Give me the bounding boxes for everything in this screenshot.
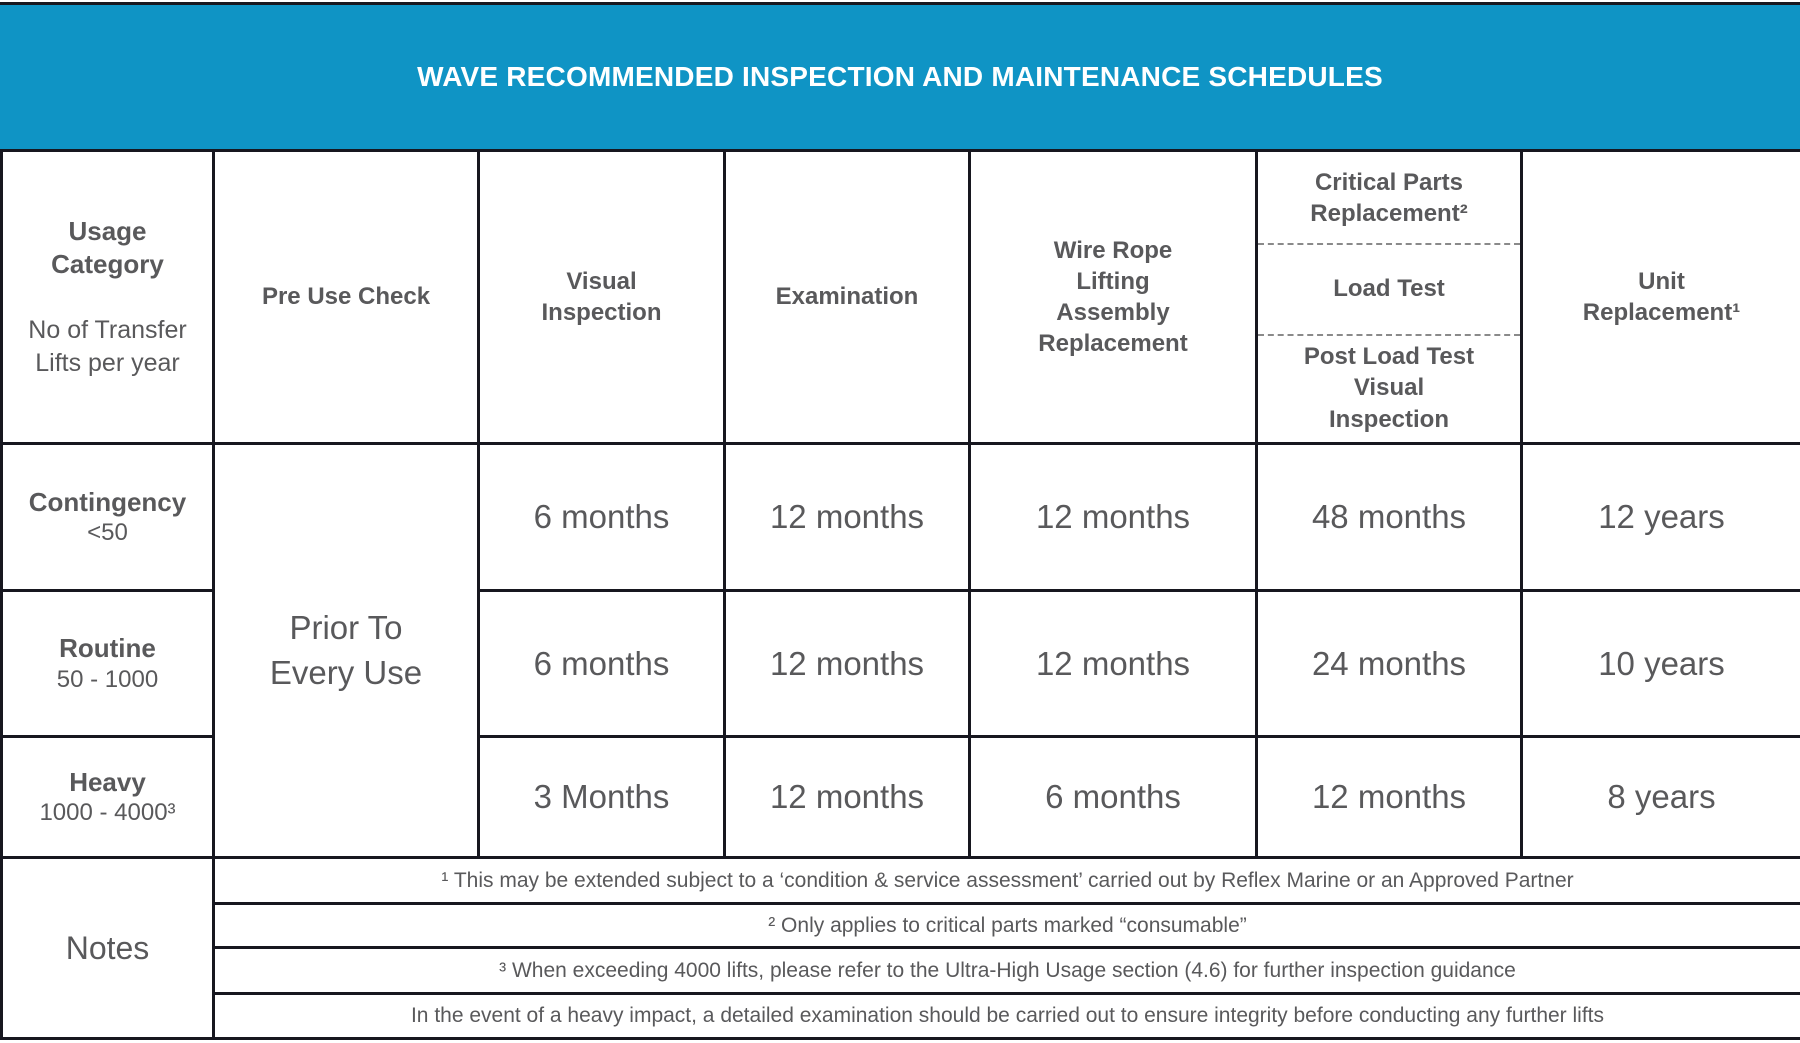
heavy-critical-value: 12 months [1255,735,1523,859]
col-header-visual-inspection: Visual Inspection [477,149,726,445]
col-header-wire-rope: Wire Rope Lifting Assembly Replacement [968,149,1258,445]
visual-inspection-label: Visual Inspection [541,267,662,326]
contingency-wire-rope-value: 12 months [968,442,1258,592]
note-row-4: In the event of a heavy impact, a detail… [2,992,1800,1040]
routine-unit-value: 10 years [1520,589,1800,738]
category-name: Heavy [69,766,146,797]
header-row: Usage Category No of Transfer Lifts per … [0,149,1800,445]
heavy-visual-value: 3 Months [477,735,726,859]
table-row-heavy: Heavy 1000 - 4000³ 3 Months 12 months 6 … [0,735,1800,859]
routine-critical-value: 24 months [1255,589,1523,738]
notes-label: Notes [0,856,215,1040]
category-name: Routine [59,633,156,664]
routine-examination-value: 12 months [723,589,971,738]
routine-visual-value: 6 months [477,589,726,738]
contingency-critical-value: 48 months [1255,442,1523,592]
heavy-unit-value: 8 years [1520,735,1800,859]
row-header-heavy: Heavy 1000 - 4000³ [0,735,215,859]
pre-use-check-value-cell: Prior To Every Use [212,442,480,859]
category-range: 50 - 1000 [56,665,159,693]
examination-label: Examination [775,283,919,311]
wire-rope-label: Wire Rope Lifting Assembly Replacement [1038,236,1188,358]
col-header-unit-replacement: Unit Replacement¹ [1520,149,1800,445]
table-row-contingency: Contingency <50 Prior To Every Use 6 mon… [0,442,1800,859]
row-header-contingency: Contingency <50 [0,442,215,592]
heavy-wire-rope-value: 6 months [968,735,1258,859]
contingency-visual-value: 6 months [477,442,726,592]
col-header-critical-parts-group: Critical Parts Replacement² Load Test Po… [1255,149,1523,445]
usage-category-title: Usage Category [51,216,164,279]
note-row-1: Notes ¹ This may be extended subject to … [0,856,1800,1040]
heavy-examination-value: 12 months [723,735,971,859]
page-title: WAVE RECOMMENDED INSPECTION AND MAINTENA… [417,61,1383,92]
note-text-3: ³ When exceeding 4000 lifts, please refe… [212,946,1800,995]
note-text-4: In the event of a heavy impact, a detail… [212,992,1800,1040]
table-row-routine: Routine 50 - 1000 6 months 12 months 12 … [0,589,1800,738]
category-range: <50 [87,519,128,547]
usage-category-header-cell: Usage Category No of Transfer Lifts per … [0,149,215,445]
routine-wire-rope-value: 12 months [968,589,1258,738]
post-load-test-label: Post Load Test Visual Inspection [1303,343,1475,433]
category-range: 1000 - 4000³ [39,799,176,827]
category-name: Contingency [28,486,187,517]
note-row-2: ² Only applies to critical parts marked … [2,902,1800,949]
title-band: WAVE RECOMMENDED INSPECTION AND MAINTENA… [0,2,1800,149]
usage-category-subtitle: No of Transfer Lifts per year [28,316,187,377]
contingency-examination-value: 12 months [723,442,971,592]
unit-replacement-label: Unit Replacement¹ [1582,267,1741,326]
schedule-table: Usage Category No of Transfer Lifts per … [0,149,1800,1040]
note-row-3: ³ When exceeding 4000 lifts, please refe… [2,946,1800,995]
note-text-2: ² Only applies to critical parts marked … [212,902,1800,949]
pre-use-check-value: Prior To Every Use [269,608,423,691]
note-text-1: ¹ This may be extended subject to a ‘con… [212,856,1800,905]
load-test-label: Load Test [1259,245,1519,336]
col-header-examination: Examination [723,149,971,445]
row-header-routine: Routine 50 - 1000 [0,589,215,738]
contingency-unit-value: 12 years [1520,442,1800,592]
critical-parts-stack: Critical Parts Replacement² Load Test Po… [1259,154,1519,441]
col-header-pre-use-check: Pre Use Check [212,149,480,445]
pre-use-check-label: Pre Use Check [261,283,431,311]
critical-parts-replacement-label: Critical Parts Replacement² [1259,154,1519,245]
